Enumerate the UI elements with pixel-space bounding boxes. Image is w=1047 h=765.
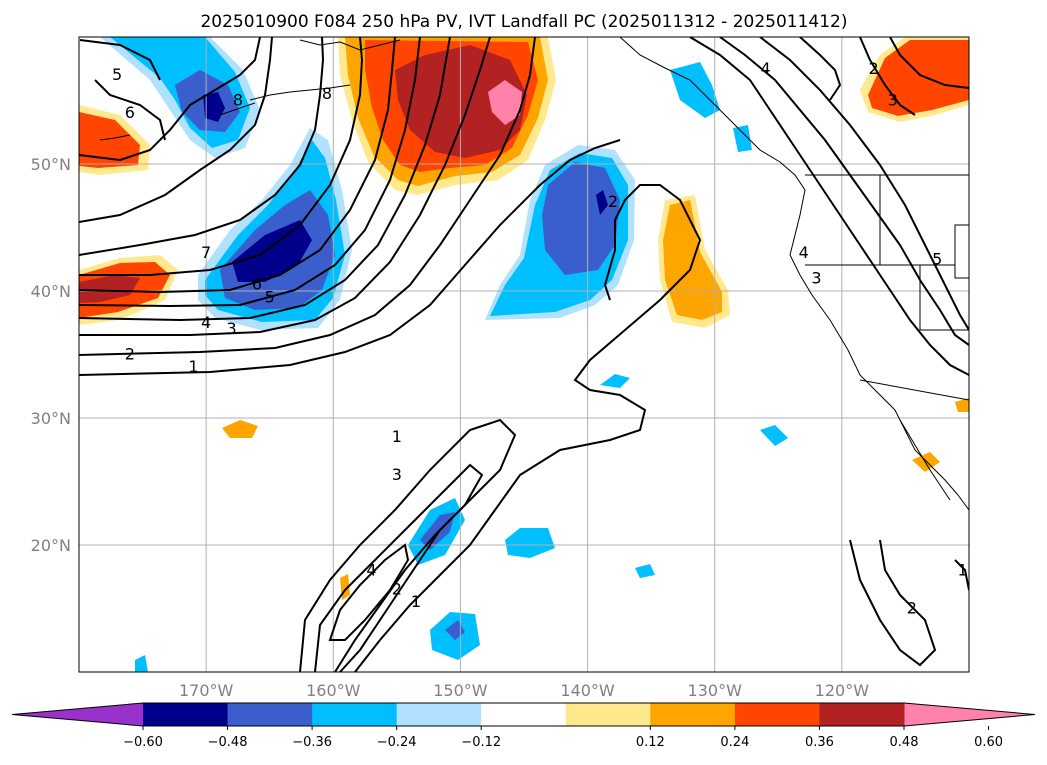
colorbar-extend-high xyxy=(904,703,1035,726)
colorbar-tick-label: −0.36 xyxy=(292,735,332,750)
colorbar-segment xyxy=(312,703,398,726)
negative-patch-small-2 xyxy=(505,528,555,558)
colorbar-segment xyxy=(143,703,229,726)
colorbar: −0.60 −0.48 −0.36 −0.24 −0.12 0.12 0.24 0.36 0.4… xyxy=(11,702,1036,750)
longitude-labels: 170°W 160°W 150°W 140°W 130°W 120°W xyxy=(179,681,869,700)
negative-patch-small-5 xyxy=(760,425,788,446)
negative-anomaly-nw-deep xyxy=(203,92,225,122)
longitude-tick-label: 150°W xyxy=(433,681,488,700)
positive-patch-small-1 xyxy=(222,420,258,438)
contour-label: 3 xyxy=(392,465,402,484)
colorbar-tick-label: 0.60 xyxy=(974,735,1003,750)
negative-patch-small-4 xyxy=(600,374,630,388)
contour-label: 4 xyxy=(201,313,211,332)
negative-anomaly-central-deep xyxy=(596,190,608,215)
contour-label: 4 xyxy=(799,243,809,262)
longitude-tick-label: 120°W xyxy=(815,681,870,700)
contour-label: 4 xyxy=(760,59,770,78)
colorbar-extend-low xyxy=(12,703,143,726)
colorbar-segment xyxy=(227,703,313,726)
contour-label: 1 xyxy=(958,560,968,579)
colorbar-segment xyxy=(565,703,651,726)
chart-title: 2025010900 F084 250 hPa PV, IVT Landfall… xyxy=(200,12,847,32)
contour-label: 5 xyxy=(932,249,942,268)
colorbar-tick-label: 0.24 xyxy=(720,735,749,750)
contour-label: 8 xyxy=(233,91,243,110)
coastlines xyxy=(99,37,969,511)
latitude-tick-label: 30°N xyxy=(31,409,71,428)
longitude-tick-label: 140°W xyxy=(560,681,615,700)
contour-label: 2 xyxy=(125,345,135,364)
positive-anomaly-north-pink xyxy=(488,80,522,125)
shaded-anomalies xyxy=(79,37,969,672)
contour-label: 6 xyxy=(252,275,262,294)
map-frame xyxy=(78,36,970,673)
contour-label: 4 xyxy=(366,560,376,579)
colorbar-tick-label: 0.12 xyxy=(636,735,665,750)
contour-label: 2 xyxy=(869,59,879,78)
contour-label: 1 xyxy=(188,357,198,376)
contour-label: 5 xyxy=(265,287,275,306)
contour-label: 2 xyxy=(608,192,618,211)
colorbar-segment xyxy=(734,703,820,726)
colorbar-tick-label: 0.36 xyxy=(805,735,834,750)
negative-patch-small-7 xyxy=(135,655,148,672)
positive-anomaly-north-dark xyxy=(395,45,527,158)
colorbar-segment xyxy=(819,703,905,726)
negative-patch-small-6 xyxy=(635,564,655,578)
latitude-labels: 50°N 40°N 30°N 20°N xyxy=(31,155,71,555)
colorbar-tick-label: −0.48 xyxy=(208,735,248,750)
pv-contours xyxy=(79,37,969,672)
positive-patch-baja xyxy=(912,452,940,472)
colorbar-tick-label: −0.24 xyxy=(377,735,417,750)
contour-label: 2 xyxy=(392,579,402,598)
longitude-tick-label: 130°W xyxy=(688,681,743,700)
colorbar-tick-label: 0.48 xyxy=(890,735,919,750)
contour-label: 3 xyxy=(226,319,236,338)
contour-label: 5 xyxy=(112,65,122,84)
latitude-tick-label: 20°N xyxy=(31,536,71,555)
latitude-tick-label: 40°N xyxy=(31,282,71,301)
colorbar-segment xyxy=(650,703,736,726)
longitude-tick-label: 160°W xyxy=(306,681,361,700)
contour-label: 6 xyxy=(125,103,135,122)
colorbar-segment xyxy=(481,703,567,726)
longitude-tick-label: 170°W xyxy=(179,681,234,700)
positive-patch-coast xyxy=(955,398,969,412)
negative-patch-bc-coast xyxy=(733,125,752,152)
positive-anomaly-west-edge-lower-dark xyxy=(79,275,140,303)
contour-label: 7 xyxy=(201,243,211,262)
contour-label: 1 xyxy=(392,427,402,446)
colorbar-segment xyxy=(396,703,482,726)
negative-patch-small-1-core xyxy=(420,512,455,550)
colorbar-tick-label: −0.60 xyxy=(123,735,163,750)
contour-label: 8 xyxy=(322,84,332,103)
contour-label: 1 xyxy=(411,592,421,611)
latitude-tick-label: 50°N xyxy=(31,155,71,174)
contour-label: 2 xyxy=(907,599,917,618)
contour-label: 3 xyxy=(888,91,898,110)
contour-label: 3 xyxy=(811,268,821,287)
colorbar-tick-label: −0.12 xyxy=(461,735,501,750)
positive-anomaly-west-edge-upper-red xyxy=(79,112,140,168)
negative-anomaly-central-core xyxy=(542,162,620,275)
